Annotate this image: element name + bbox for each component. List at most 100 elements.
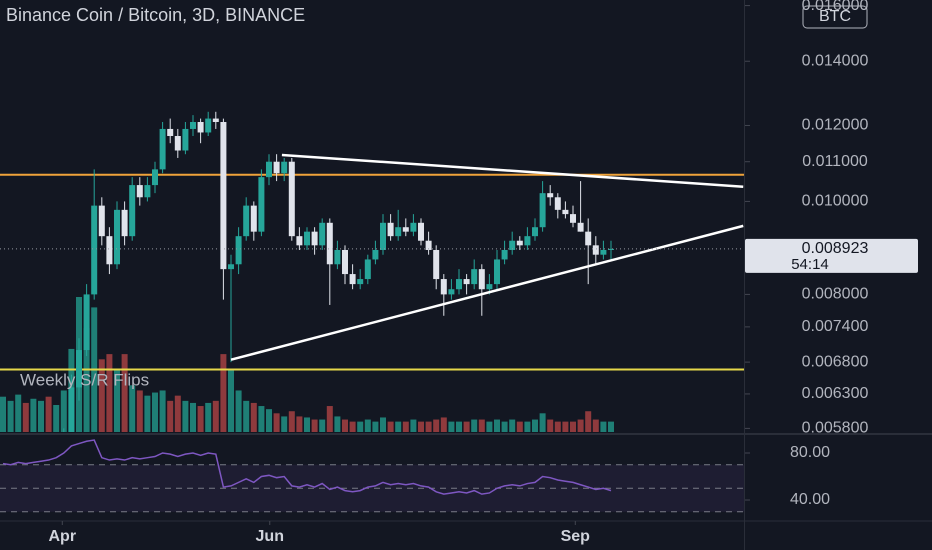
price-axis: 0.016000 0.014000 0.012000 0.011000 0.010000…	[745, 0, 868, 437]
volume-bar	[532, 419, 538, 432]
candle-body	[448, 289, 455, 295]
candle-body	[296, 236, 303, 246]
volume-bar	[554, 421, 561, 432]
volume-bar	[98, 359, 105, 432]
volume-bar	[136, 390, 143, 432]
candle-body	[539, 193, 546, 228]
y-tick-label: 0.012000	[802, 117, 869, 134]
candle-body	[516, 240, 523, 246]
candle-body	[91, 205, 98, 295]
candle-body	[456, 279, 462, 290]
volume-bar	[159, 390, 166, 432]
volume-bar	[380, 417, 386, 432]
candle-body	[554, 197, 561, 210]
candle-body	[372, 249, 379, 260]
y-tick-label: 0.014000	[802, 52, 869, 69]
volume-bar	[410, 419, 417, 432]
trendline	[230, 224, 744, 361]
candle-body	[433, 249, 440, 280]
volume-bar	[30, 398, 37, 432]
volume-bar	[395, 421, 402, 432]
candle-body	[592, 245, 599, 255]
volume-bar	[197, 406, 204, 432]
volume-bar	[190, 402, 196, 432]
candle-body	[182, 128, 189, 151]
candle-body	[235, 236, 242, 265]
candle-body	[83, 294, 90, 351]
volume-bar	[456, 421, 462, 432]
candle-body	[243, 205, 250, 237]
volume-bar	[592, 419, 599, 432]
candle-body	[608, 248, 614, 250]
candle-body	[129, 185, 136, 237]
y-tick-label: 0.011000	[802, 153, 868, 170]
currency-label[interactable]: BTC	[819, 8, 851, 25]
volume-bar	[471, 419, 478, 432]
candle-body	[600, 249, 607, 255]
volume-bar	[364, 419, 371, 432]
volume-bar	[326, 406, 333, 432]
volume-bar	[296, 416, 303, 432]
volume-bar	[524, 421, 531, 432]
candle-body	[478, 269, 485, 290]
volume-bar	[319, 419, 326, 432]
volume-bar	[15, 394, 22, 432]
candle-body	[220, 122, 227, 270]
candle-body	[98, 205, 105, 237]
volume-bar	[342, 419, 348, 432]
candle-body	[509, 240, 516, 250]
currency-box[interactable]	[802, 5, 868, 29]
volume-bar	[60, 390, 67, 432]
candle-body	[144, 185, 151, 198]
y-tick-label: 0.006800	[802, 353, 869, 370]
volume-bar	[7, 400, 14, 432]
volume-bar	[463, 421, 470, 432]
candle-body	[402, 227, 409, 232]
candle-body	[357, 279, 364, 285]
candle-body	[547, 193, 554, 198]
volume-bar	[53, 405, 60, 432]
volume-bar	[235, 390, 242, 432]
candle-body	[342, 249, 348, 275]
volume-bar	[243, 400, 250, 432]
rsi-pane	[0, 439, 744, 513]
candle-body	[471, 269, 478, 285]
volume-bar	[228, 369, 234, 432]
volume-bar	[478, 419, 485, 432]
volume-bar	[486, 421, 493, 432]
volume-bar	[0, 396, 6, 432]
candle-body	[114, 209, 120, 265]
volume-bar	[547, 419, 554, 432]
candle-body	[486, 284, 493, 290]
rsi-tick-label: 40.00	[790, 491, 830, 508]
candle-body	[205, 118, 212, 133]
volume-bar	[114, 369, 120, 432]
rsi-line	[2, 439, 612, 495]
candle-body	[334, 249, 341, 265]
candle-body	[418, 222, 424, 241]
rsi-tick-label: 80.00	[790, 444, 830, 461]
y-tick-label: 0.006300	[802, 385, 869, 402]
candle-body	[250, 205, 257, 232]
volume-bar	[585, 411, 592, 432]
volume-bar	[273, 413, 280, 432]
candle-body	[577, 222, 584, 232]
volume-bar	[570, 421, 576, 432]
candle-body	[387, 222, 394, 237]
volume-bar	[167, 400, 174, 432]
candle-body	[501, 249, 508, 260]
volume-bar	[433, 419, 440, 432]
candle-body	[364, 259, 371, 280]
candle-body	[106, 236, 113, 265]
volume-bar	[357, 421, 364, 432]
volume-bar	[387, 421, 394, 432]
volume-bar	[425, 421, 432, 432]
volume-bar	[311, 419, 318, 432]
volume-bar	[83, 328, 90, 432]
volume-bar	[152, 392, 158, 432]
volume-bar	[220, 354, 227, 432]
x-tick-label: Sep	[561, 528, 591, 545]
volume-bar	[106, 354, 113, 432]
volume-bar	[250, 402, 257, 432]
